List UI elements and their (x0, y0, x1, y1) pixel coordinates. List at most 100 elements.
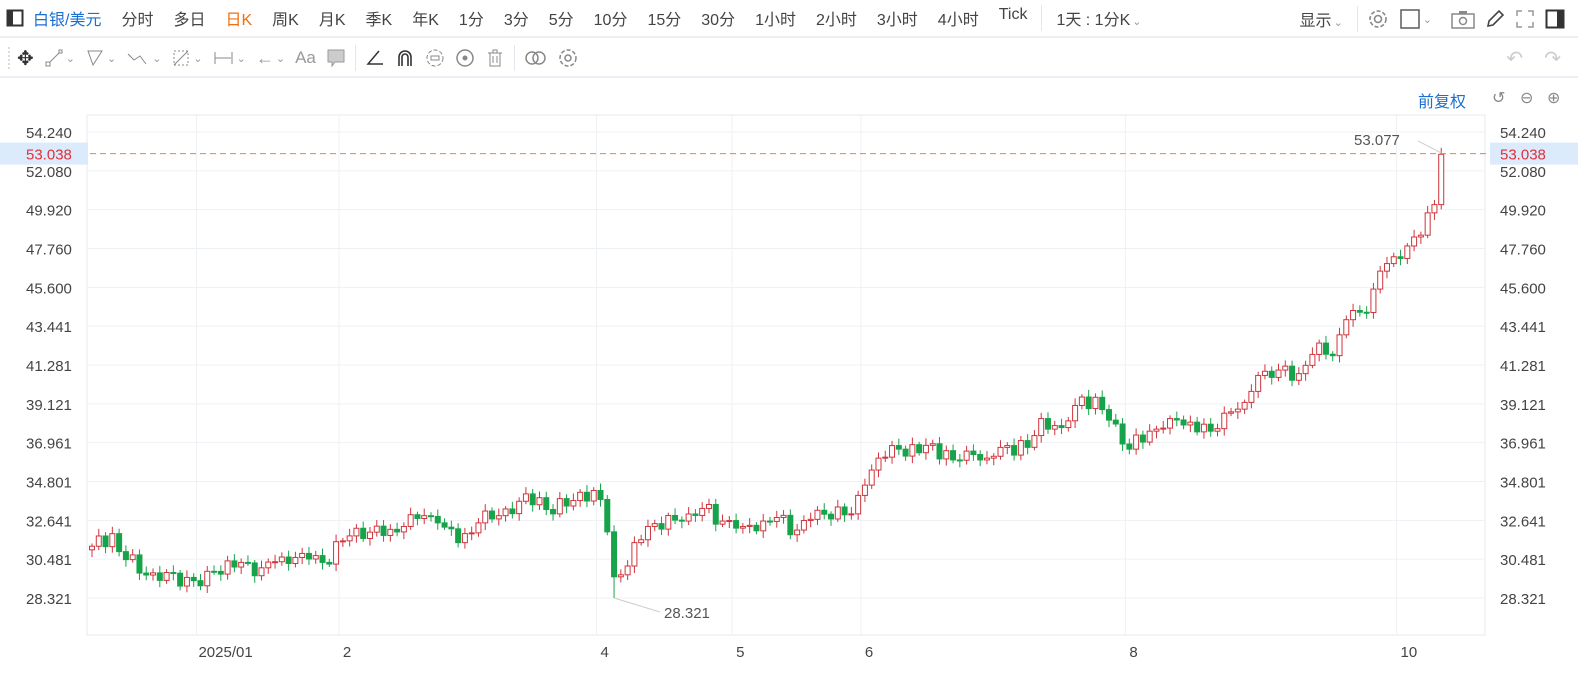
arrow-tool-icon[interactable]: ← ⌄ (255, 47, 286, 68)
period-tab[interactable]: 季K (365, 12, 393, 29)
measure-tool-icon[interactable]: ⌄ (214, 52, 246, 65)
period-tab[interactable]: 年K (412, 12, 439, 29)
y-tick-right: 32.641 (1500, 513, 1546, 530)
polygon-tool-icon[interactable]: ⌄ (85, 45, 116, 71)
undo-icon[interactable]: ↶ (1506, 47, 1523, 70)
period-tab[interactable]: 5分 (548, 12, 574, 29)
period-tab[interactable]: Tick (998, 6, 1028, 23)
redo-icon[interactable]: ↷ (1544, 47, 1561, 70)
candle-up (1092, 396, 1099, 410)
comment-icon[interactable] (326, 45, 346, 71)
candle-down (1024, 440, 1031, 448)
sync-icon[interactable] (425, 45, 445, 71)
toolbar-settings-icon[interactable] (558, 45, 578, 71)
period-tab[interactable]: 10分 (593, 12, 628, 29)
fullscreen-icon[interactable] (1515, 6, 1535, 32)
candle-down (543, 497, 550, 510)
candle-up (183, 576, 190, 587)
candle-up (909, 444, 916, 457)
candle-down (1085, 396, 1092, 410)
candle-up (421, 515, 428, 519)
candle-down (956, 459, 963, 462)
display-menu[interactable]: 显示 ⌄ (1299, 13, 1343, 30)
candle-up (258, 567, 265, 577)
period-tab[interactable]: 1分 (458, 12, 484, 29)
y-tick-left: 47.760 (26, 242, 72, 259)
fib-tool-icon[interactable]: ⌄ (171, 45, 203, 71)
candle-up (333, 541, 340, 565)
y-tick-left: 45.600 (26, 280, 72, 297)
settings-icon[interactable] (1367, 6, 1389, 32)
y-tick-left: 28.321 (26, 591, 72, 608)
reset-zoom-icon[interactable]: ↺ (1492, 90, 1506, 107)
candle-up (719, 520, 726, 525)
period-tab[interactable]: 日K (225, 12, 253, 29)
candle-up (129, 554, 136, 561)
period-tab[interactable]: 15分 (647, 12, 682, 29)
candle-up (468, 532, 475, 535)
y-tick-right: 30.481 (1500, 552, 1546, 569)
candle-up (475, 522, 482, 534)
wave-tool-icon[interactable]: ⌄ (126, 45, 161, 71)
panel-toggle-icon[interactable] (1545, 6, 1565, 32)
period-tab[interactable]: 3小时 (876, 12, 918, 29)
candle-up (705, 503, 712, 509)
period-tab[interactable]: 周K (272, 12, 299, 29)
line-tool-icon[interactable]: ⌄ (44, 45, 75, 71)
period-tab[interactable]: 2小时 (815, 12, 857, 29)
period-tab[interactable]: 多日 (173, 12, 206, 29)
candle-up (1370, 288, 1377, 314)
x-tick-label: 2 (343, 644, 351, 661)
candle-down (434, 515, 441, 524)
candle-up (1383, 263, 1390, 272)
x-tick-label: 8 (1129, 644, 1137, 661)
candle-up (882, 456, 889, 459)
layout-icon[interactable]: ⌄ (1399, 6, 1432, 32)
symbol-name[interactable]: 白银/美元 (33, 12, 102, 29)
candle-up (150, 572, 157, 576)
sidebar-toggle-icon[interactable] (6, 5, 24, 31)
y-tick-left: 30.481 (26, 552, 72, 569)
compare-icon[interactable] (524, 45, 548, 71)
adjust-mode[interactable]: 前复权 (1418, 94, 1467, 111)
candle-down (916, 444, 923, 454)
period-bar: 白银/美元 分时 多日 日K 周K 月K 季K 年K 1分 3分 5分 10分 15分 30分 1小时 2小… (0, 0, 1578, 38)
candle-up (353, 527, 360, 537)
candlestick-chart[interactable]: 54.240 54.240 52.080 52.080 49.920 49.920 47.7… (0, 80, 1578, 684)
candle-down (244, 561, 251, 564)
candle-up (536, 497, 543, 506)
candle-up (1377, 270, 1384, 290)
period-tab[interactable]: 3分 (503, 12, 529, 29)
candle-down (936, 443, 943, 460)
magnet-icon[interactable] (395, 45, 415, 71)
last-price-label: 53.038 (26, 147, 72, 164)
candle-up (1153, 428, 1160, 432)
candle-up (556, 498, 563, 515)
candle-up (1167, 418, 1174, 429)
trash-icon[interactable] (485, 45, 505, 71)
move-icon[interactable]: ✥ (17, 47, 34, 70)
text-tool-icon[interactable]: Aa (295, 48, 316, 67)
range-select[interactable]: 1天 : 1分K ⌄ (1056, 12, 1142, 29)
pencil-icon[interactable] (1485, 6, 1505, 32)
candle-down (448, 526, 455, 530)
candle-up (963, 450, 970, 461)
period-tab[interactable]: 30分 (701, 12, 736, 29)
candle-down (902, 448, 909, 457)
visibility-icon[interactable] (455, 45, 475, 71)
zoom-in-icon[interactable]: ⊕ (1547, 90, 1561, 107)
period-tab[interactable]: 1小时 (755, 12, 796, 29)
candle-up (1072, 404, 1079, 422)
period-tab[interactable]: 4小时 (937, 12, 979, 29)
angle-icon[interactable] (365, 45, 385, 71)
period-tab[interactable]: 分时 (121, 12, 154, 29)
candle-down (326, 561, 333, 565)
candle-down (1106, 409, 1112, 421)
period-tab[interactable]: 月K (318, 12, 346, 29)
candle-up (1350, 310, 1357, 321)
candle-down (1173, 418, 1180, 421)
y-tick-right: 52.080 (1500, 164, 1546, 181)
camera-icon[interactable] (1451, 6, 1475, 32)
candle-up (644, 525, 651, 541)
zoom-out-icon[interactable]: ⊖ (1520, 90, 1534, 107)
